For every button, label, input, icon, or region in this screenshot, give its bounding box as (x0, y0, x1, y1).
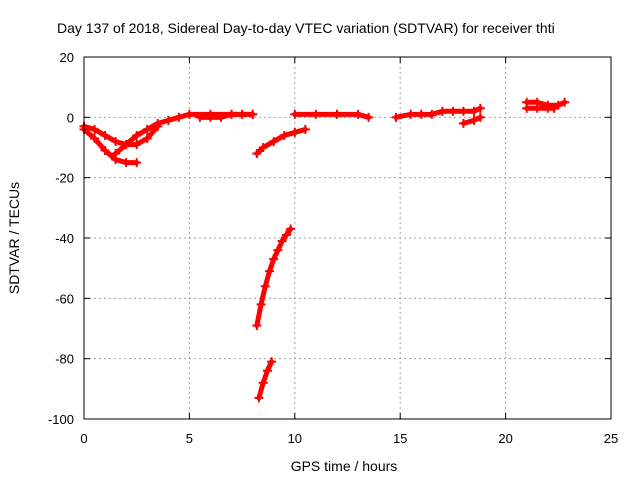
series-0 (79, 124, 142, 168)
plot-frame (83, 56, 612, 420)
data-point (475, 112, 485, 122)
data-point (142, 124, 152, 134)
data-point (153, 118, 163, 128)
data-point (258, 378, 268, 388)
data-point (332, 109, 342, 119)
series-points (79, 97, 570, 403)
data-point (353, 109, 363, 119)
data-point (248, 109, 258, 119)
data-point (254, 393, 264, 403)
data-point (90, 133, 100, 143)
x-tick-label: 15 (393, 431, 407, 446)
series-trace (393, 105, 483, 120)
data-point (100, 130, 110, 140)
x-axis-label: GPS time / hours (291, 458, 398, 474)
data-point (277, 236, 287, 246)
data-point (416, 109, 426, 119)
data-point (448, 106, 458, 116)
data-point (269, 136, 279, 146)
data-point (262, 366, 272, 376)
series-8 (391, 103, 485, 122)
series-trace (254, 226, 294, 328)
data-point (281, 230, 291, 240)
data-point (549, 103, 559, 113)
y-tick-label: -80 (55, 352, 74, 367)
data-point (90, 124, 100, 134)
series-trace (81, 123, 161, 147)
data-point (195, 112, 205, 122)
series-11 (522, 103, 559, 113)
data-point (142, 133, 152, 143)
data-point (437, 106, 447, 116)
data-point (132, 158, 142, 168)
data-point (184, 109, 194, 119)
data-point (121, 158, 131, 168)
data-point (111, 149, 121, 159)
data-point (300, 124, 310, 134)
data-point (427, 109, 437, 119)
data-point (532, 103, 542, 113)
data-point (522, 103, 532, 113)
data-point (252, 320, 262, 330)
data-point (227, 109, 237, 119)
data-point (269, 254, 279, 264)
data-point (290, 127, 300, 137)
chart-title: Day 137 of 2018, Sidereal Day-to-day VTE… (57, 20, 555, 36)
data-point (174, 112, 184, 122)
y-tick-label: 20 (60, 50, 74, 65)
data-point (260, 281, 270, 291)
series-4 (252, 124, 310, 159)
y-tick-label: -40 (55, 231, 74, 246)
x-tick-label: 10 (288, 431, 302, 446)
x-tick-label: 5 (186, 431, 193, 446)
data-point (273, 245, 283, 255)
y-tick-label: -60 (55, 291, 74, 306)
data-point (258, 143, 268, 152)
data-point (458, 106, 468, 116)
y-axis-label: SDTVAR / TECUs (6, 182, 22, 294)
y-tick-label: 0 (67, 110, 74, 125)
grid (84, 57, 611, 419)
ticks: 0 5 10 15 20 25 -100 -80 -60 -40 -20 0 20 (48, 50, 618, 446)
data-point (252, 149, 262, 159)
data-point (267, 357, 277, 367)
y-tick-label: -100 (48, 412, 74, 427)
data-point (391, 112, 401, 122)
y-tick-label: -20 (55, 171, 74, 186)
series-9 (458, 112, 485, 128)
x-tick-label: 20 (498, 431, 512, 446)
data-point (237, 109, 247, 119)
data-point (290, 109, 300, 119)
data-point (100, 146, 110, 156)
data-point (279, 130, 289, 140)
data-point (286, 224, 296, 234)
data-point (121, 139, 131, 149)
data-point (364, 112, 374, 122)
x-tick-label: 0 (80, 431, 87, 446)
data-point (256, 299, 266, 309)
data-point (216, 112, 226, 122)
data-point (205, 112, 215, 122)
data-point (132, 130, 142, 140)
series-5 (252, 224, 296, 330)
data-point (132, 139, 142, 149)
data-point (111, 136, 121, 146)
data-point (311, 109, 321, 119)
data-point (469, 115, 479, 125)
data-point (163, 115, 173, 125)
data-point (265, 266, 275, 276)
data-point (458, 118, 468, 128)
series-7 (290, 109, 374, 122)
series-3 (195, 109, 258, 122)
data-point (406, 109, 416, 119)
x-tick-label: 25 (604, 431, 618, 446)
data-point (560, 97, 570, 107)
series-trace (256, 359, 275, 401)
series-6 (254, 357, 277, 403)
data-point (469, 106, 479, 116)
data-point (475, 103, 485, 113)
